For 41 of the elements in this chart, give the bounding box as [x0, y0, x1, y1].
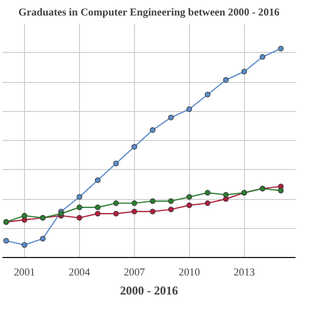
point	[76, 215, 82, 221]
point	[94, 204, 101, 210]
point	[132, 200, 138, 206]
point	[132, 144, 138, 150]
point	[94, 210, 101, 216]
x-tick-label: 2004	[68, 268, 91, 278]
point	[40, 236, 46, 242]
point	[186, 106, 192, 112]
x-tick-label: 2007	[124, 268, 146, 278]
x-tick-label: 2010	[178, 268, 200, 278]
point	[241, 68, 248, 74]
point	[186, 194, 192, 200]
point	[278, 188, 284, 194]
point	[223, 77, 229, 83]
point	[168, 114, 174, 120]
point	[22, 242, 28, 248]
point	[150, 198, 156, 204]
point	[132, 208, 138, 214]
point	[223, 192, 229, 198]
x-tick-label: 2013	[234, 268, 255, 278]
point	[186, 202, 192, 208]
point	[76, 204, 82, 210]
point	[3, 238, 9, 244]
point	[113, 160, 119, 166]
x-tick-label: 2001	[14, 268, 36, 278]
point	[113, 210, 119, 216]
point	[150, 208, 156, 214]
chart-title: Graduates in Computer Engineering between 2000 - 2016	[18, 8, 280, 18]
point	[113, 200, 119, 206]
point	[204, 190, 210, 196]
point	[204, 92, 210, 98]
point	[76, 194, 82, 200]
point	[22, 212, 28, 219]
point	[150, 127, 156, 133]
point	[260, 54, 266, 60]
x-axis-title: 2000 - 2016	[120, 284, 178, 298]
point	[94, 177, 101, 183]
point	[168, 206, 174, 212]
point	[168, 198, 174, 204]
point	[278, 46, 284, 52]
point	[204, 200, 210, 206]
